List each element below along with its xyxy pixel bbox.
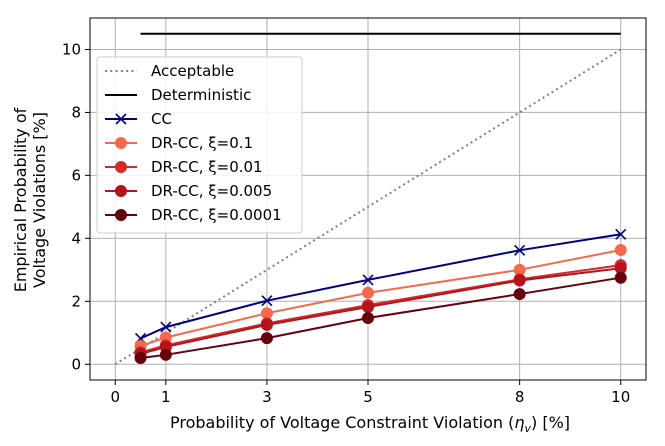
legend-marker <box>115 113 127 125</box>
series-cc <box>134 228 627 345</box>
legend-box <box>96 56 303 234</box>
y-tick-label: 2 <box>71 292 81 310</box>
data-point-dr-cc-0-005 <box>362 300 374 313</box>
data-point-dr-cc-0-0001 <box>159 348 172 361</box>
y-tick-label: 0 <box>71 355 81 373</box>
data-point-dr-cc-0-0001 <box>614 271 627 284</box>
legend-item-dr-cc-0-005: DR-CC, ξ=0.005 <box>105 182 272 200</box>
x-tick-label: 5 <box>363 388 373 406</box>
data-point-dr-cc-0-0001 <box>513 288 526 301</box>
x-tick-label: 10 <box>611 388 630 406</box>
series-line-dr-cc-0-005 <box>140 267 621 355</box>
y-tick-label: 8 <box>71 103 81 121</box>
data-point-dr-cc-0-005 <box>513 274 526 287</box>
y-tick-label: 10 <box>62 40 81 58</box>
x-tick-label: 3 <box>262 388 272 406</box>
data-point-dr-cc-0-1 <box>362 286 374 299</box>
series-line-dr-cc-0-0001 <box>140 276 621 359</box>
y-tick-label: 6 <box>71 166 81 184</box>
legend-label: DR-CC, ξ=0.0001 <box>151 206 282 224</box>
x-tick-label: 1 <box>161 388 171 406</box>
data-point-dr-cc-0-005 <box>260 318 273 331</box>
data-point-cc <box>514 244 526 256</box>
legend-label: DR-CC, ξ=0.005 <box>151 182 272 200</box>
data-point-cc <box>362 274 374 286</box>
legend: Acceptable Deterministic CC DR-CC, ξ=0.1 DR-… <box>96 56 303 234</box>
legend-marker <box>115 161 127 173</box>
legend-label: CC <box>151 110 172 128</box>
data-point-cc <box>615 228 627 240</box>
data-point-dr-cc-0-0001 <box>362 311 374 324</box>
series-dr-cc-0-0001 <box>134 271 627 364</box>
y-axis-label: Empirical Probability ofVoltage Violatio… <box>11 107 49 292</box>
legend-label: Deterministic <box>151 86 251 104</box>
legend-item-cc: CC <box>105 110 172 128</box>
x-tick-label: 0 <box>110 388 120 406</box>
data-point-dr-cc-0-1 <box>614 243 627 256</box>
legend-item-acceptable: Acceptable <box>105 62 234 80</box>
axis-ticks: 0 1 3 5 8 10 0 2 4 6 8 10 <box>62 40 630 406</box>
legend-marker <box>115 137 127 149</box>
series-dr-cc-0-005 <box>134 262 627 360</box>
legend-label: DR-CC, ξ=0.1 <box>151 134 253 152</box>
legend-marker <box>115 185 127 197</box>
data-point-dr-cc-0-0001 <box>260 332 273 345</box>
series-dr-cc-0-01 <box>134 259 627 359</box>
legend-marker <box>115 209 127 221</box>
series-line-acceptable <box>114 48 622 366</box>
legend-item-dr-cc-0-1: DR-CC, ξ=0.1 <box>105 134 253 152</box>
x-tick-label: 8 <box>515 388 525 406</box>
x-axis-label: Probability of Voltage Constraint Violat… <box>170 413 570 435</box>
series-layer <box>114 32 627 366</box>
legend-item-dr-cc-0-0001: DR-CC, ξ=0.0001 <box>105 206 282 224</box>
data-point-cc <box>261 295 273 307</box>
legend-label: Acceptable <box>151 62 234 80</box>
series-line-dr-cc-0-1 <box>140 249 621 347</box>
data-point-cc <box>160 321 172 333</box>
series-line-cc <box>140 233 621 340</box>
legend-label: DR-CC, ξ=0.01 <box>151 158 263 176</box>
legend-item-deterministic: Deterministic <box>105 86 251 104</box>
series-acceptable <box>114 48 622 366</box>
data-point-dr-cc-0-1 <box>260 307 273 320</box>
legend-item-dr-cc-0-01: DR-CC, ξ=0.01 <box>105 158 263 176</box>
y-tick-label: 4 <box>71 229 81 247</box>
data-point-dr-cc-0-0001 <box>134 351 147 364</box>
